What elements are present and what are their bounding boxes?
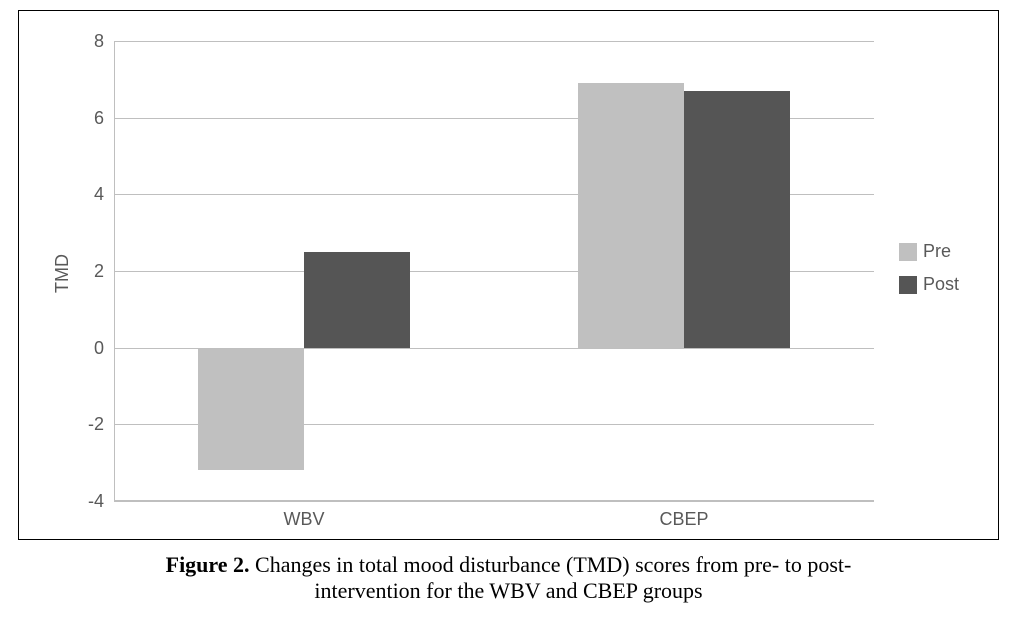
caption-text-1: Changes in total mood disturbance (TMD) … (250, 552, 852, 577)
figure-caption: Figure 2. Changes in total mood disturba… (0, 552, 1017, 604)
bar-cbep-post (684, 91, 790, 348)
y-tick-label: 8 (64, 31, 104, 52)
figure-frame: -4-202468 TMD WBVCBEP PrePost Figure 2. … (0, 0, 1017, 618)
chart-outer-border: -4-202468 TMD WBVCBEP PrePost (18, 10, 999, 540)
gridline (114, 41, 874, 42)
caption-text-2: intervention for the WBV and CBEP groups (314, 578, 702, 603)
plot-area (114, 41, 874, 501)
legend: Pre Post (899, 241, 959, 307)
gridline (114, 501, 874, 502)
legend-label: Post (923, 274, 959, 295)
bar-cbep-pre (578, 83, 684, 348)
bar-wbv-post (304, 252, 410, 348)
category-label: WBV (114, 509, 494, 530)
legend-swatch (899, 276, 917, 294)
y-tick-label: 6 (64, 108, 104, 129)
caption-label: Figure 2. (166, 552, 250, 577)
y-tick-label: 4 (64, 184, 104, 205)
y-tick-label: 0 (64, 338, 104, 359)
legend-item-post: Post (899, 274, 959, 295)
legend-swatch (899, 243, 917, 261)
y-tick-label: -4 (64, 491, 104, 512)
category-label: CBEP (494, 509, 874, 530)
legend-label: Pre (923, 241, 951, 262)
zero-line (114, 348, 874, 349)
y-axis-title: TMD (52, 254, 73, 293)
bar-wbv-pre (198, 348, 304, 471)
legend-item-pre: Pre (899, 241, 959, 262)
y-tick-label: -2 (64, 414, 104, 435)
